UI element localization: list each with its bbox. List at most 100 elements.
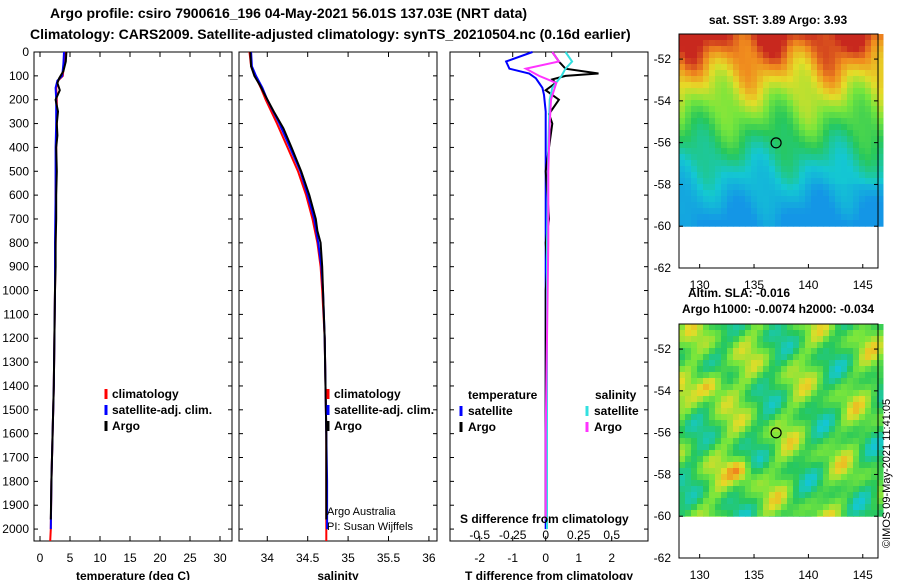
sst_map-y-tick-label: -52 <box>654 52 672 66</box>
sst_map-cell <box>685 46 692 53</box>
sst_map-cell <box>871 166 878 173</box>
sla_map-cell <box>703 498 710 505</box>
sst_map-cell <box>691 82 698 89</box>
sst_map-cell <box>733 46 740 53</box>
sst_map-cell <box>871 70 878 77</box>
sla_map-cell <box>703 414 710 421</box>
sst_map-cell <box>679 112 686 119</box>
sla_map-cell <box>859 366 866 373</box>
sst_map-cell <box>775 94 782 101</box>
sla_map-cell <box>787 486 794 493</box>
sla_map-cell <box>865 384 872 391</box>
sst_map-cell <box>697 64 704 71</box>
sst_map-cell <box>859 106 866 113</box>
sst_map-cell <box>715 58 722 65</box>
sla_map-cell <box>871 336 878 343</box>
sla_map-cell <box>859 390 866 397</box>
sla_map-cell <box>685 510 692 517</box>
sla_map-cell <box>787 342 794 349</box>
sst_map-cell <box>769 190 776 197</box>
sla_map-cell <box>829 366 836 373</box>
sst_map-cell <box>799 88 806 95</box>
sla_map-cell <box>733 420 740 427</box>
sla_map-cell <box>841 438 848 445</box>
sst_map-cell <box>781 100 788 107</box>
sla_map-cell <box>721 468 728 475</box>
depth-tick-label: 1300 <box>2 355 29 369</box>
sla_map-cell <box>727 504 734 511</box>
sla_map-cell <box>709 444 716 451</box>
sst_map-cell <box>775 64 782 71</box>
sla_map-cell <box>697 432 704 439</box>
sst_map-cell <box>697 202 704 209</box>
sla_map-cell <box>811 342 818 349</box>
sla_map-cell <box>817 498 824 505</box>
sla_map-cell <box>847 372 854 379</box>
sla_map-cell <box>817 510 824 517</box>
sst_map-cell <box>703 172 710 179</box>
sst_map-cell <box>763 184 770 191</box>
sst_map-cell <box>835 130 842 137</box>
sst_map-cell <box>685 172 692 179</box>
sst_map-cell <box>733 130 740 137</box>
sst_map-cell <box>817 70 824 77</box>
sla_map-cell <box>733 378 740 385</box>
sla_map-cell <box>847 390 854 397</box>
sla_map-cell <box>751 390 758 397</box>
sst_map-cell <box>847 52 854 59</box>
sla_map-cell <box>751 348 758 355</box>
sla_map-cell <box>799 426 806 433</box>
sla_map-cell <box>697 456 704 463</box>
sla_map-cell <box>871 402 878 409</box>
sla_map-cell <box>697 342 704 349</box>
sst_map-cell <box>865 58 872 65</box>
sla_map-cell <box>679 468 686 475</box>
sla_map-cell <box>805 516 812 517</box>
salinity-x-tick-label: 34.5 <box>296 551 320 565</box>
sla_map-cell <box>679 402 686 409</box>
sst_map-cell <box>721 118 728 125</box>
sst_map-cell <box>685 178 692 185</box>
sst_map-cell <box>847 136 854 143</box>
sst_map-cell <box>709 178 716 185</box>
sla_map-cell <box>691 498 698 505</box>
temperature-x-tick-label: 30 <box>213 551 227 565</box>
sla_map-cell <box>757 378 764 385</box>
sst_map-cell <box>829 154 836 161</box>
sla_map-cell <box>787 336 794 343</box>
sst_map-cell <box>853 220 860 227</box>
sst_map-cell <box>877 70 884 77</box>
sla_map-cell <box>697 390 704 397</box>
sla_map-cell <box>685 402 692 409</box>
salinity-legend-label: satellite-adj. clim. <box>334 403 434 417</box>
sla_map-cell <box>847 324 854 331</box>
sst_map-cell <box>709 52 716 59</box>
sst_map-cell <box>847 118 854 125</box>
sla_map-cell <box>877 444 884 451</box>
sst_map-cell <box>757 58 764 65</box>
sla_map-cell <box>871 480 878 487</box>
sst_map-cell <box>739 214 746 221</box>
sst_map-cell <box>817 118 824 125</box>
sla_map-cell <box>763 420 770 427</box>
sla_map-cell <box>781 354 788 361</box>
sst_map-cell <box>769 202 776 209</box>
sla_map-cell <box>853 360 860 367</box>
sla_map-cell <box>727 366 734 373</box>
sla_map-cell <box>685 498 692 505</box>
sst_map-cell <box>847 94 854 101</box>
sla_map-cell <box>799 360 806 367</box>
legend-temperature-label: satellite <box>468 404 513 418</box>
sst_map-cell <box>691 184 698 191</box>
sst_map-cell <box>793 220 800 227</box>
sla_map-cell <box>739 426 746 433</box>
difference-x-tick-label: 2 <box>608 551 615 565</box>
sst_map-cell <box>859 172 866 179</box>
sla_map-cell <box>865 462 872 469</box>
sst_map-cell <box>745 166 752 173</box>
salinity-series-climatology <box>248 51 328 541</box>
sla_map-cell <box>691 468 698 475</box>
sla_map-cell <box>787 408 794 415</box>
sst_map-cell <box>679 106 686 113</box>
sst_map-cell <box>799 124 806 131</box>
